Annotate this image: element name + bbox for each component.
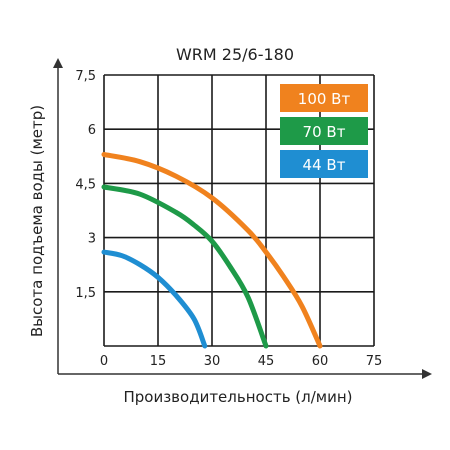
x-tick-label: 30 — [204, 354, 221, 369]
legend-label: 100 Вт — [298, 90, 351, 108]
series-line — [101, 249, 208, 349]
y-tick-label: 3 — [88, 232, 96, 247]
grid — [103, 74, 375, 347]
x-tick-label: 75 — [366, 354, 383, 369]
x-tick-label: 15 — [150, 354, 167, 369]
x-tick-label: 60 — [312, 354, 329, 369]
y-tick-label: 6 — [88, 123, 96, 138]
tick-labels: 0 15 30 45 60 75 1,5 3 4,5 6 7,5 — [75, 69, 382, 369]
y-axis-label: Высота подъема воды (метр) — [28, 105, 46, 337]
x-tick-label: 0 — [100, 354, 108, 369]
legend-label: 44 Вт — [303, 156, 346, 174]
series-lines — [101, 152, 323, 349]
legend-swatch — [280, 117, 368, 145]
legend-label: 70 Вт — [303, 123, 346, 141]
legend: 100 Вт 70 Вт 44 Вт — [280, 84, 368, 178]
x-tick-label: 45 — [258, 354, 275, 369]
legend-swatch — [280, 150, 368, 178]
y-tick-label: 7,5 — [75, 69, 96, 84]
y-tick-label: 1,5 — [75, 286, 96, 301]
series-line — [101, 184, 269, 349]
series-line — [101, 152, 323, 349]
chart-title: WRM 25/6-180 — [176, 45, 294, 64]
legend-swatch — [280, 84, 368, 112]
x-axis-label: Производительность (л/мин) — [123, 388, 352, 406]
y-tick-label: 4,5 — [75, 177, 96, 192]
